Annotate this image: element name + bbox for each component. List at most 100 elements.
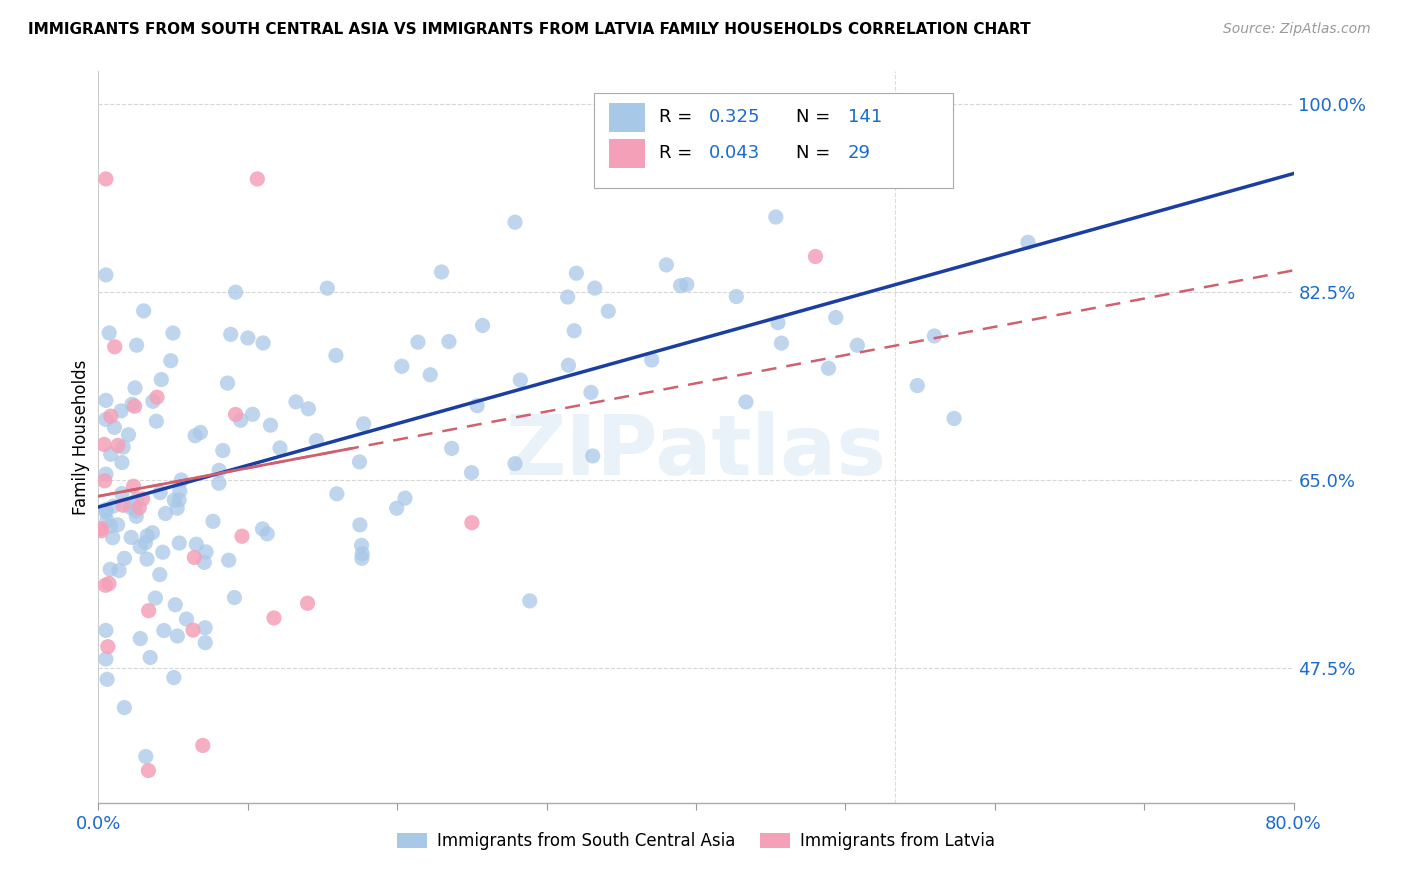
Point	[153, 624, 176, 638]
Point	[316, 281, 339, 295]
Point	[440, 442, 463, 456]
Text: ZIPatlas: ZIPatlas	[506, 411, 886, 492]
Point	[824, 310, 846, 325]
Point	[297, 401, 319, 416]
Point	[675, 277, 697, 292]
Point	[125, 492, 148, 507]
Point	[201, 514, 224, 528]
Legend: Immigrants from South Central Asia, Immigrants from Latvia: Immigrants from South Central Asia, Immi…	[389, 825, 1002, 856]
Point	[471, 318, 494, 333]
Point	[770, 336, 793, 351]
Point	[138, 764, 160, 778]
Point	[149, 567, 172, 582]
Point	[117, 427, 139, 442]
Point	[194, 636, 217, 650]
Point	[285, 395, 308, 409]
Text: IMMIGRANTS FROM SOUTH CENTRAL ASIA VS IMMIGRANTS FROM LATVIA FAMILY HOUSEHOLDS C: IMMIGRANTS FROM SOUTH CENTRAL ASIA VS IM…	[28, 22, 1031, 37]
Point	[94, 393, 117, 408]
Point	[562, 324, 585, 338]
Point	[406, 335, 429, 350]
Point	[430, 265, 453, 279]
Point	[94, 268, 117, 282]
Point	[297, 596, 319, 610]
Point	[166, 501, 188, 516]
Point	[103, 499, 125, 513]
Point	[557, 358, 579, 372]
Point	[943, 411, 966, 425]
Point	[905, 378, 928, 392]
Point	[804, 250, 827, 264]
Point	[641, 353, 664, 368]
Point	[263, 611, 285, 625]
Point	[583, 281, 606, 295]
Point	[817, 361, 839, 376]
Point	[125, 509, 148, 524]
Point	[735, 395, 758, 409]
Point	[503, 215, 526, 229]
Point	[136, 529, 159, 543]
Point	[242, 407, 264, 421]
Point	[246, 172, 269, 186]
Point	[112, 700, 135, 714]
Point	[208, 476, 231, 491]
Point	[582, 449, 605, 463]
Point	[503, 457, 526, 471]
Point	[353, 417, 375, 431]
Point	[135, 749, 157, 764]
Point	[252, 522, 274, 536]
Point	[195, 545, 218, 559]
Point	[162, 326, 184, 340]
Point	[90, 524, 112, 538]
Point	[166, 629, 188, 643]
Point	[134, 535, 156, 549]
Point	[725, 289, 748, 303]
Point	[120, 530, 142, 544]
Point	[211, 443, 233, 458]
Text: Source: ZipAtlas.com: Source: ZipAtlas.com	[1223, 22, 1371, 37]
Point	[231, 529, 253, 543]
Point	[98, 576, 121, 591]
Point	[350, 551, 373, 566]
Point	[129, 632, 152, 646]
Point	[181, 623, 204, 637]
Bar	[609, 138, 644, 168]
Point	[165, 598, 187, 612]
Point	[107, 517, 129, 532]
Point	[170, 473, 193, 487]
Point	[579, 385, 602, 400]
Point	[94, 578, 117, 592]
FancyBboxPatch shape	[595, 94, 953, 188]
Point	[98, 326, 121, 340]
Point	[461, 516, 484, 530]
Point	[152, 545, 174, 559]
Point	[131, 491, 153, 506]
Point	[104, 340, 127, 354]
Text: 29: 29	[848, 145, 870, 162]
Point	[145, 414, 167, 428]
Point	[110, 404, 132, 418]
Point	[96, 673, 118, 687]
Point	[218, 553, 240, 567]
Point	[229, 413, 252, 427]
Point	[1017, 235, 1039, 250]
Point	[391, 359, 413, 374]
Point	[419, 368, 441, 382]
Point	[98, 562, 121, 576]
Point	[100, 447, 122, 461]
Point	[97, 640, 120, 654]
Point	[132, 303, 155, 318]
Point	[208, 463, 231, 477]
Point	[766, 316, 789, 330]
Point	[350, 538, 373, 552]
Point	[125, 338, 148, 352]
Point	[437, 334, 460, 349]
Point	[194, 621, 217, 635]
Point	[90, 522, 112, 536]
Point	[94, 412, 117, 426]
Point	[183, 550, 205, 565]
Point	[111, 456, 134, 470]
Point	[129, 540, 152, 554]
Point	[846, 338, 869, 352]
Text: 141: 141	[848, 109, 882, 127]
Point	[150, 373, 173, 387]
